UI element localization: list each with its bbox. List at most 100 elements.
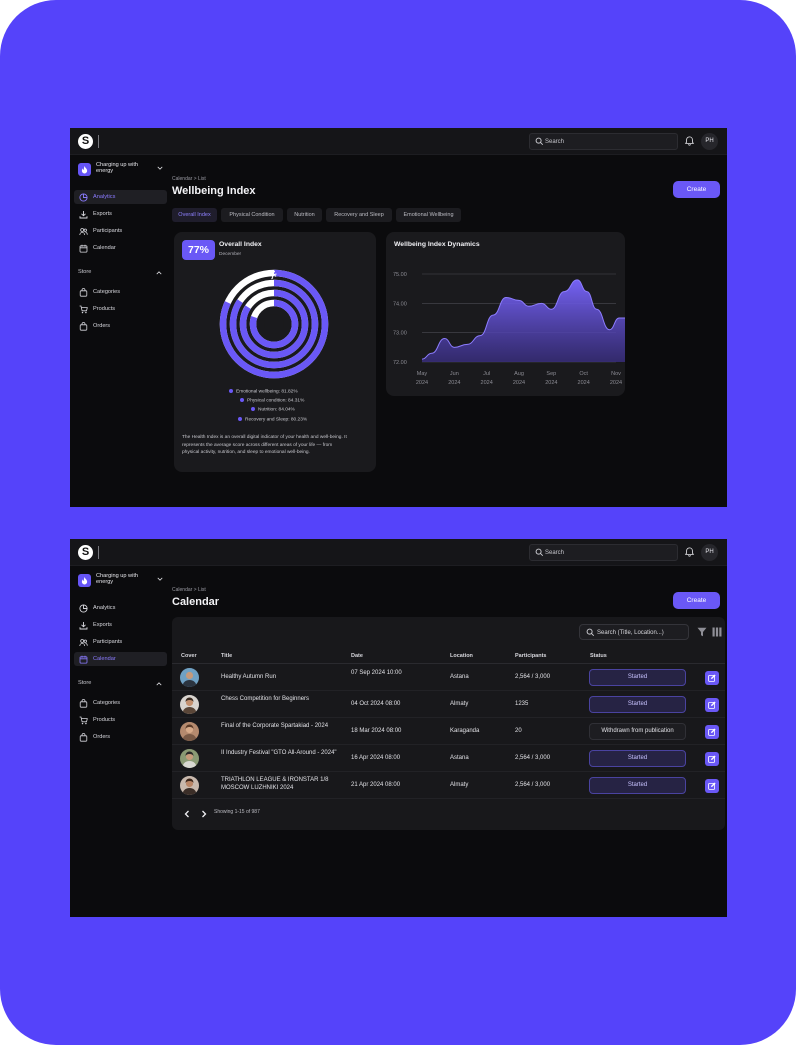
table-row[interactable]: Healthy Autumn Run 07 Sep 2024 10:00 Ast… xyxy=(172,664,725,691)
legend-nutrition: Nutrition: 84.04% xyxy=(251,407,295,412)
sidebar-item-label: Orders xyxy=(93,323,111,329)
table-row[interactable]: II Industry Festival "GTO All-Around - 2… xyxy=(172,745,725,772)
ring-arc xyxy=(219,269,329,379)
pagination-summary: Showing 1-15 of 987 xyxy=(214,809,260,815)
chevron-up-icon[interactable] xyxy=(156,682,162,686)
columns-icon[interactable] xyxy=(712,627,722,637)
sidebar-item-products[interactable]: Products xyxy=(74,302,167,316)
column-header-cover[interactable]: Cover xyxy=(181,653,197,659)
event-title: Healthy Autumn Run xyxy=(221,674,277,680)
status-badge[interactable]: Started xyxy=(589,777,686,794)
dynamics-card: Wellbeing Index Dynamics 75.00 74.00 73.00… xyxy=(386,232,625,396)
sidebar-item-exports[interactable]: Exports xyxy=(74,618,167,632)
sidebar: Charging up with energy Analytics Export… xyxy=(70,566,168,917)
event-location: Astana xyxy=(450,674,469,680)
breadcrumb[interactable]: Calendar > List xyxy=(172,176,206,182)
create-button[interactable]: Create xyxy=(673,592,720,609)
sidebar-item-categories[interactable]: Categories xyxy=(74,696,167,710)
sidebar-item-products[interactable]: Products xyxy=(74,713,167,727)
table-search-input[interactable]: Search (Title, Location...) xyxy=(579,624,689,640)
edit-icon xyxy=(708,728,716,736)
event-location: Astana xyxy=(450,755,469,761)
search-icon xyxy=(586,628,595,637)
event-cover-image xyxy=(180,776,199,795)
app-logo[interactable]: S xyxy=(78,134,93,149)
global-search[interactable]: Search xyxy=(529,544,678,561)
user-avatar[interactable]: PH xyxy=(701,133,718,150)
status-badge[interactable]: Started xyxy=(589,750,686,767)
sidebar-item-calendar[interactable]: Calendar xyxy=(74,241,167,255)
sidebar-item-exports[interactable]: Exports xyxy=(74,207,167,221)
sidebar-item-categories[interactable]: Categories xyxy=(74,285,167,299)
edit-button[interactable] xyxy=(705,752,719,766)
sidebar-item-orders[interactable]: Orders xyxy=(74,319,167,333)
legend-label: Nutrition: 84.04% xyxy=(258,407,295,413)
status-badge[interactable]: Started xyxy=(589,696,686,713)
table-row[interactable]: Chess Competition for Beginners 04 Oct 2… xyxy=(172,691,725,718)
calendar-icon xyxy=(79,655,88,664)
status-badge[interactable]: Withdrawn from publication xyxy=(589,723,686,740)
sidebar-item-calendar[interactable]: Calendar xyxy=(74,652,167,666)
column-header-date[interactable]: Date xyxy=(351,653,363,659)
tab-overall-index[interactable]: Overall Index xyxy=(172,208,217,222)
event-participants: 1235 xyxy=(515,701,529,707)
breadcrumb[interactable]: Calendar > List xyxy=(172,587,206,593)
sidebar-item-analytics[interactable]: Analytics xyxy=(74,190,167,204)
bell-icon[interactable] xyxy=(684,546,695,558)
y-tick-label: 74.00 xyxy=(393,301,407,307)
status-badge[interactable]: Started xyxy=(589,669,686,686)
legend-label: Recovery and Sleep: 80.23% xyxy=(245,417,308,423)
x-tick-label: Jul xyxy=(483,371,490,377)
org-switcher[interactable]: Charging up with energy xyxy=(78,162,164,179)
ring-arc xyxy=(229,279,319,369)
table-row[interactable]: Final of the Corporate Spartakiad - 2024… xyxy=(172,718,725,745)
edit-button[interactable] xyxy=(705,779,719,793)
edit-button[interactable] xyxy=(705,671,719,685)
edit-button[interactable] xyxy=(705,725,719,739)
event-title: Chess Competition for Beginners xyxy=(221,696,310,702)
user-avatar[interactable]: PH xyxy=(701,544,718,561)
event-location: Karaganda xyxy=(450,728,480,734)
legend-physical: Physical condition: 84.31% xyxy=(240,398,304,403)
sidebar-item-label: Analytics xyxy=(93,194,116,200)
column-header-location[interactable]: Location xyxy=(450,653,473,659)
index-description: The Health Index is an overall digital i… xyxy=(182,435,347,456)
column-header-participants[interactable]: Participants xyxy=(515,653,547,659)
sidebar-item-label: Products xyxy=(93,717,116,723)
chevron-right-icon[interactable] xyxy=(201,810,207,818)
store-section-label: Store xyxy=(78,680,92,686)
sidebar-item-orders[interactable]: Orders xyxy=(74,730,167,744)
event-participants: 2,564 / 3,000 xyxy=(515,755,551,761)
table-row[interactable]: TRIATHLON LEAGUE & IRONSTAR 1/8 MOSCOW L… xyxy=(172,772,725,799)
edit-button[interactable] xyxy=(705,698,719,712)
tab-physical-condition[interactable]: Physical Condition xyxy=(221,208,283,222)
app-logo[interactable]: S xyxy=(78,545,93,560)
chevron-left-icon[interactable] xyxy=(184,810,190,818)
event-title: Final of the Corporate Spartakiad - 2024 xyxy=(221,723,329,729)
sidebar-item-analytics[interactable]: Analytics xyxy=(74,601,167,615)
sidebar-item-participants[interactable]: Participants xyxy=(74,224,167,238)
event-participants: 20 xyxy=(515,728,522,734)
x-tick-label: May xyxy=(417,371,428,377)
filter-icon[interactable] xyxy=(697,627,707,637)
legend-dot xyxy=(240,398,244,402)
org-switcher[interactable]: Charging up with energy xyxy=(78,573,164,590)
sidebar-item-participants[interactable]: Participants xyxy=(74,635,167,649)
page-title: Wellbeing Index xyxy=(172,185,256,197)
sidebar: Charging up with energy Analytics Export… xyxy=(70,155,168,507)
runner-icon xyxy=(271,270,277,280)
radial-rings-chart xyxy=(219,269,329,379)
x-tick-label: 2024 xyxy=(481,380,493,386)
tab-emotional-wellbeing[interactable]: Emotional Wellbeing xyxy=(396,208,461,222)
tab-nutrition[interactable]: Nutrition xyxy=(287,208,322,222)
create-button[interactable]: Create xyxy=(673,181,720,198)
bell-icon[interactable] xyxy=(684,135,695,147)
column-header-status[interactable]: Status xyxy=(590,653,607,659)
x-tick-label: 2024 xyxy=(448,380,460,386)
tab-recovery-sleep[interactable]: Recovery and Sleep xyxy=(326,208,392,222)
global-search[interactable]: Search xyxy=(529,133,678,150)
sidebar-item-label: Calendar xyxy=(93,656,116,662)
wellbeing-screen: S Search PH Charging up with energy Anal… xyxy=(70,128,727,507)
chevron-up-icon[interactable] xyxy=(156,271,162,275)
column-header-title[interactable]: Title xyxy=(221,653,233,659)
